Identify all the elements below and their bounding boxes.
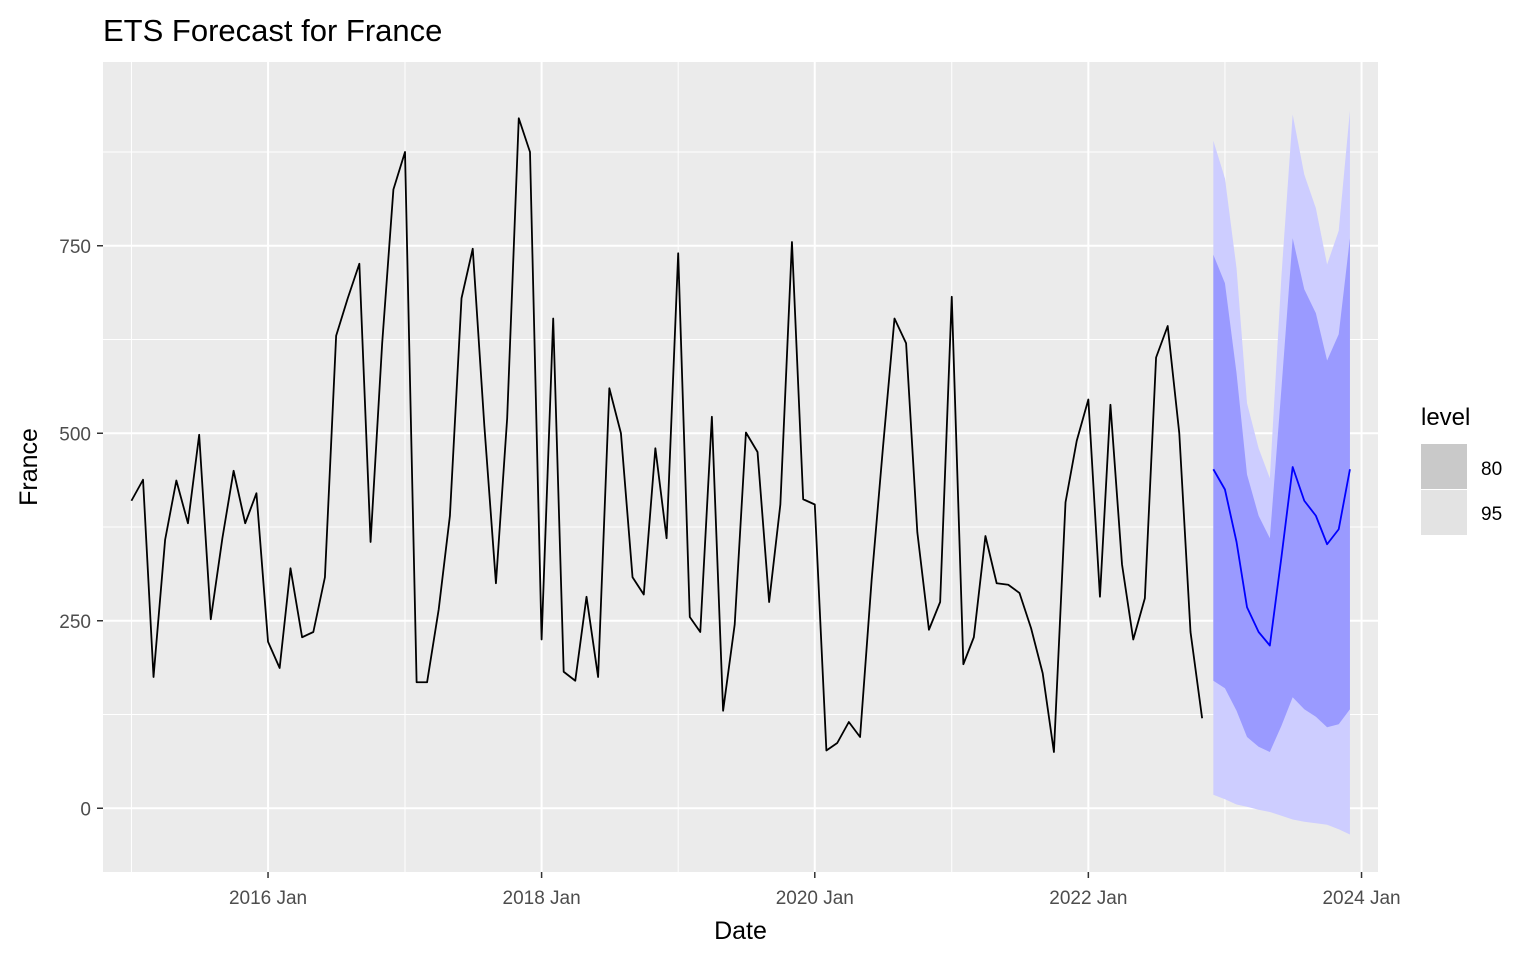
band-80 xyxy=(1213,238,1350,752)
legend: level 80 95 xyxy=(1421,404,1502,535)
y-tick-label: 500 xyxy=(59,424,91,445)
y-tick-label: 250 xyxy=(59,612,91,633)
x-axis-title: Date xyxy=(714,917,767,945)
x-tick-label: 2020 Jan xyxy=(776,888,854,909)
x-axis: 2016 Jan 2018 Jan 2020 Jan 2022 Jan 2024 Jan xyxy=(229,872,1401,909)
x-tick-label: 2022 Jan xyxy=(1049,888,1127,909)
legend-key-80 xyxy=(1421,444,1467,489)
y-tick-label: 0 xyxy=(80,799,91,820)
y-tick-label: 750 xyxy=(59,237,91,258)
chart-title: ETS Forecast for France xyxy=(103,13,442,48)
series-lines xyxy=(130,117,1351,753)
prediction-intervals xyxy=(1213,110,1350,835)
legend-title: level xyxy=(1421,404,1470,431)
legend-label-80: 80 xyxy=(1481,459,1502,480)
x-tick-label: 2024 Jan xyxy=(1322,888,1400,909)
y-axis: 0 250 500 750 xyxy=(59,237,103,820)
y-axis-title: France xyxy=(15,428,43,506)
legend-key-95 xyxy=(1421,490,1467,535)
forecast-line xyxy=(1212,466,1351,647)
legend-label-95: 95 xyxy=(1481,504,1502,525)
history-line xyxy=(130,117,1204,753)
plot-panel xyxy=(103,62,1378,872)
x-tick-label: 2018 Jan xyxy=(503,888,581,909)
x-tick-label: 2016 Jan xyxy=(229,888,307,909)
